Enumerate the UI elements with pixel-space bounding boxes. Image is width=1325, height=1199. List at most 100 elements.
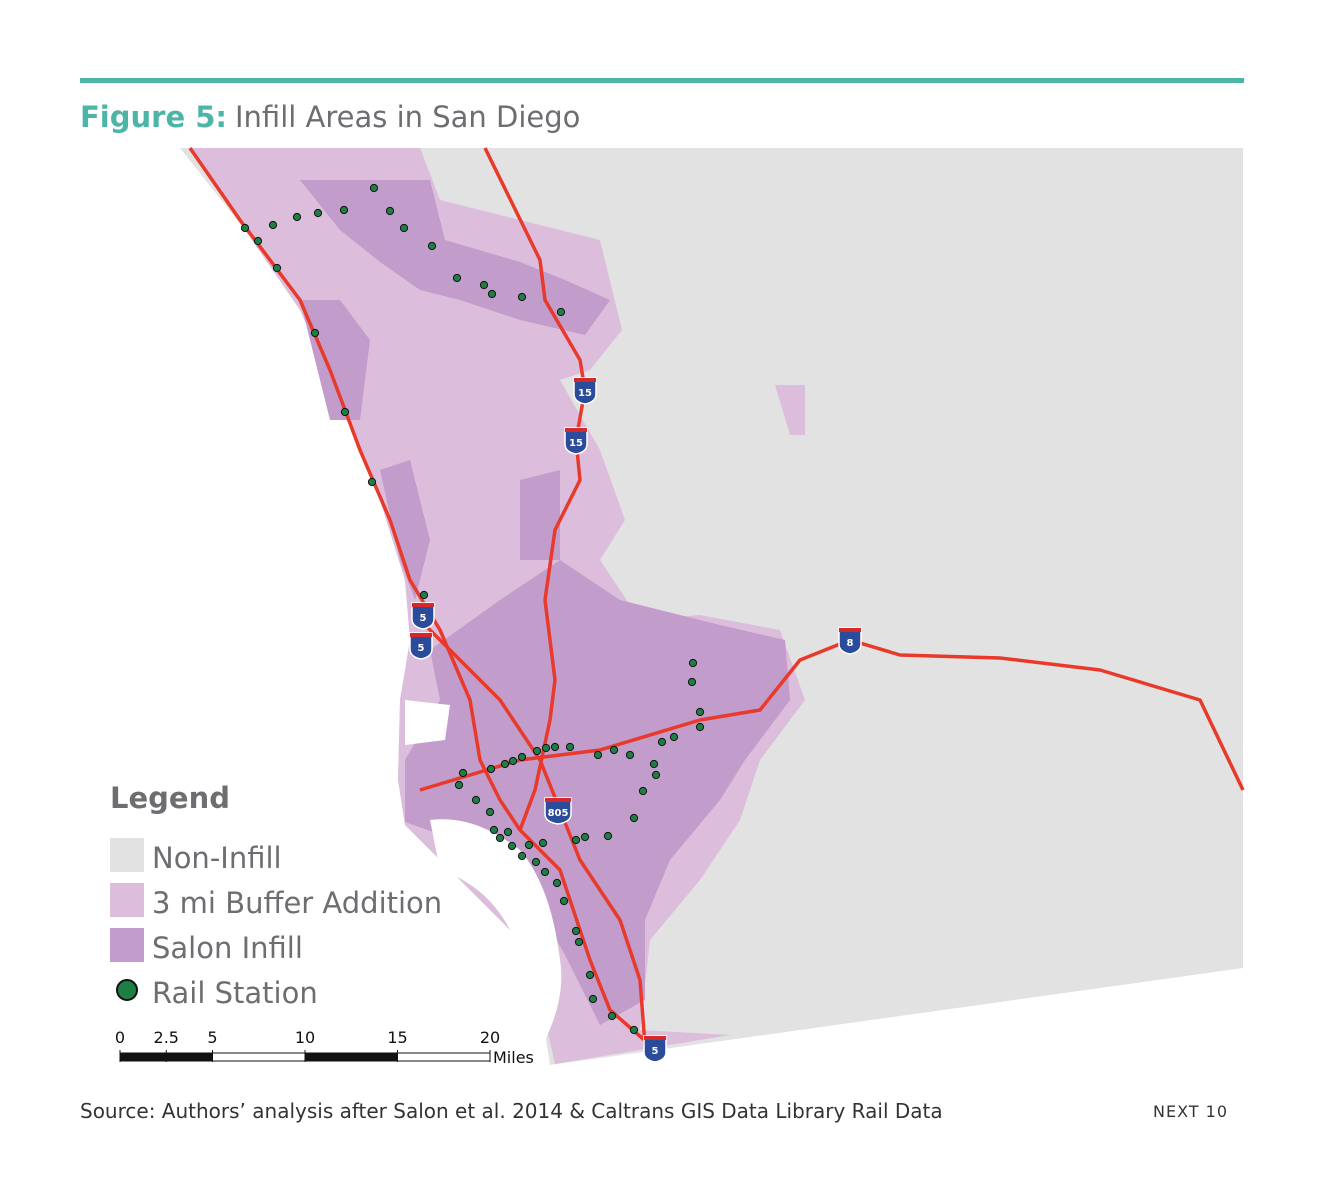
scale-segment bbox=[165, 1052, 213, 1062]
rail-station bbox=[454, 780, 464, 790]
rail-station bbox=[651, 770, 661, 780]
shield-body bbox=[838, 627, 862, 655]
shield-label: 8 bbox=[847, 638, 854, 649]
scale-segment bbox=[304, 1052, 398, 1062]
shield-body bbox=[544, 797, 572, 825]
rail-station bbox=[419, 590, 429, 600]
rail-station bbox=[489, 825, 499, 835]
legend: Non-Infill 3 mi Buffer Addition Salon Infi… bbox=[110, 838, 442, 1010]
rail-station bbox=[580, 832, 590, 842]
highway-shield: 805 bbox=[544, 797, 572, 825]
highway-shield: 15 bbox=[573, 377, 597, 405]
rail-station bbox=[695, 722, 705, 732]
rail-station bbox=[310, 328, 320, 338]
shield-body bbox=[409, 632, 433, 660]
highway bbox=[483, 147, 587, 831]
rail-station bbox=[517, 851, 527, 861]
highway-shield: 5 bbox=[411, 602, 435, 630]
shield-top bbox=[565, 428, 587, 432]
legend-swatch bbox=[110, 883, 144, 917]
shield-top bbox=[412, 603, 434, 607]
shield-body bbox=[564, 427, 588, 455]
rail-station bbox=[688, 658, 698, 668]
rail-station bbox=[550, 742, 560, 752]
rail-station bbox=[427, 241, 437, 251]
rail-station bbox=[313, 208, 323, 218]
rail-station bbox=[609, 745, 619, 755]
rail-station bbox=[339, 205, 349, 215]
rail-station bbox=[638, 786, 648, 796]
rail-station bbox=[571, 835, 581, 845]
rail-station bbox=[629, 813, 639, 823]
shield-label: 15 bbox=[569, 438, 583, 449]
rail-station bbox=[507, 841, 517, 851]
infill-area bbox=[300, 180, 610, 335]
scale-segment bbox=[119, 1052, 167, 1062]
scale-label: 20 bbox=[480, 1028, 500, 1047]
rail-station bbox=[517, 292, 527, 302]
highway-shield: 15 bbox=[564, 427, 588, 455]
legend-label: Non-Infill bbox=[152, 841, 282, 875]
legend-label: Salon Infill bbox=[152, 931, 303, 965]
rail-station bbox=[565, 742, 575, 752]
legend-swatch bbox=[116, 979, 138, 1001]
shield-label: 5 bbox=[418, 643, 425, 654]
rail-station bbox=[540, 867, 550, 877]
highway bbox=[418, 618, 647, 1046]
scale-segment bbox=[397, 1052, 491, 1062]
rail-station bbox=[500, 759, 510, 769]
legend-label: 3 mi Buffer Addition bbox=[152, 886, 442, 920]
rail-station bbox=[367, 477, 377, 487]
rail-station bbox=[695, 707, 705, 717]
bay bbox=[405, 700, 450, 745]
rail-station bbox=[399, 223, 409, 233]
rail-station bbox=[629, 1025, 639, 1035]
rail-station bbox=[369, 183, 379, 193]
infill-area bbox=[380, 460, 430, 600]
rail-station bbox=[669, 732, 679, 742]
rail-station bbox=[479, 280, 489, 290]
rail-station bbox=[657, 737, 667, 747]
rail-station bbox=[268, 220, 278, 230]
shield-top bbox=[839, 628, 861, 632]
scale-label: 0 bbox=[115, 1028, 125, 1047]
rail-station bbox=[503, 827, 513, 837]
rail-station bbox=[603, 831, 613, 841]
figure-title: Infill Areas in San Diego bbox=[235, 100, 580, 134]
rail-station bbox=[649, 759, 659, 769]
rail-station bbox=[240, 223, 250, 233]
shield-body bbox=[411, 602, 435, 630]
shield-label: 15 bbox=[578, 388, 592, 399]
shield-top bbox=[644, 1036, 666, 1040]
legend-swatch bbox=[110, 838, 144, 872]
rail-station bbox=[607, 1011, 617, 1021]
rail-station bbox=[487, 289, 497, 299]
rail-station bbox=[588, 994, 598, 1004]
buffer-area bbox=[775, 385, 805, 435]
scale-unit: Miles bbox=[493, 1048, 534, 1067]
shield-label: 5 bbox=[420, 613, 427, 624]
scale-label: 2.5 bbox=[154, 1028, 179, 1047]
map: 15 15 5 5 8 805 5 bbox=[180, 147, 1245, 1065]
rail-station bbox=[625, 750, 635, 760]
brand: NEXT 10 bbox=[1153, 1102, 1228, 1121]
rail-station bbox=[385, 206, 395, 216]
scale-segment bbox=[212, 1052, 306, 1062]
shield-body bbox=[573, 377, 597, 405]
shield-top bbox=[545, 798, 571, 802]
highway-shield: 8 bbox=[838, 627, 862, 655]
shield-top bbox=[410, 633, 432, 637]
rail-station bbox=[471, 795, 481, 805]
rail-station bbox=[559, 896, 569, 906]
rail-station bbox=[574, 937, 584, 947]
bay bbox=[430, 819, 562, 1040]
scale-label: 10 bbox=[295, 1028, 315, 1047]
rail-station bbox=[593, 750, 603, 760]
top-rule bbox=[80, 78, 1244, 83]
legend-label: Rail Station bbox=[152, 976, 318, 1010]
shield-body bbox=[643, 1035, 667, 1063]
scale-label: 15 bbox=[387, 1028, 407, 1047]
infill-area bbox=[520, 470, 560, 560]
